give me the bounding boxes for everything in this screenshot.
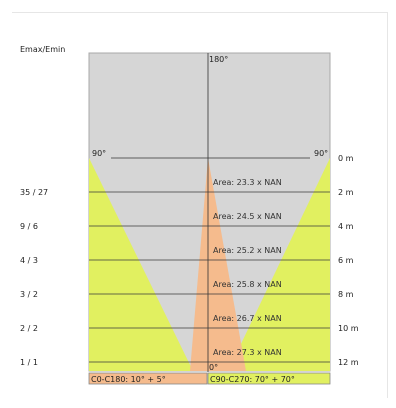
area-label: Area: 27.3 x NAN [213,348,282,357]
distance-label: 2 m [338,188,354,197]
chart-frame [12,12,388,398]
ratio-axis-title: Emax/Emin [20,45,65,54]
area-label: Area: 23.3 x NAN [213,178,282,187]
angle-label-left: 90° [92,149,106,158]
legend-c90-label: C90-C270: 70° + 70° [210,375,295,384]
area-label: Area: 26.7 x NAN [213,314,282,323]
c90-spread-right [228,158,330,371]
area-label: Area: 24.5 x NAN [213,212,282,221]
distance-label: 10 m [338,324,359,333]
distance-label: 12 m [338,358,359,367]
legend-c0-swatch [88,372,208,385]
c90-spread-left [89,158,193,371]
area-label: Area: 25.2 x NAN [213,246,282,255]
distance-labels: 0 m 2 m 4 m 6 m 8 m 10 m 12 m [338,154,359,367]
ratio-label: 9 / 6 [20,222,38,231]
legend: C0-C180: 10° + 5° C90-C270: 70° + 70° [88,372,331,385]
area-label: Area: 25.8 x NAN [213,280,282,289]
distance-label: 8 m [338,290,354,299]
distance-label: 6 m [338,256,354,265]
distance-gridlines [89,191,330,363]
angle-label-right: 90° [314,149,328,158]
ratio-label: 3 / 2 [20,290,38,299]
angle-label-top: 180° [209,55,228,64]
c0-spread-cone [190,158,246,371]
distance-label: 0 m [338,154,354,163]
ratio-label: 2 / 2 [20,324,38,333]
legend-c0-label: C0-C180: 10° + 5° [91,375,166,384]
ratio-label: 1 / 1 [20,358,38,367]
distance-label: 4 m [338,222,354,231]
angle-label-bottom: 0° [209,363,218,372]
ratio-labels: 35 / 27 9 / 6 4 / 3 3 / 2 2 / 2 1 / 1 [20,188,48,367]
area-labels: Area: 23.3 x NAN Area: 24.5 x NAN Area: 25… [213,178,282,357]
ratio-label: 4 / 3 [20,256,38,265]
ratio-label: 35 / 27 [20,188,48,197]
legend-c90-swatch [207,372,331,385]
